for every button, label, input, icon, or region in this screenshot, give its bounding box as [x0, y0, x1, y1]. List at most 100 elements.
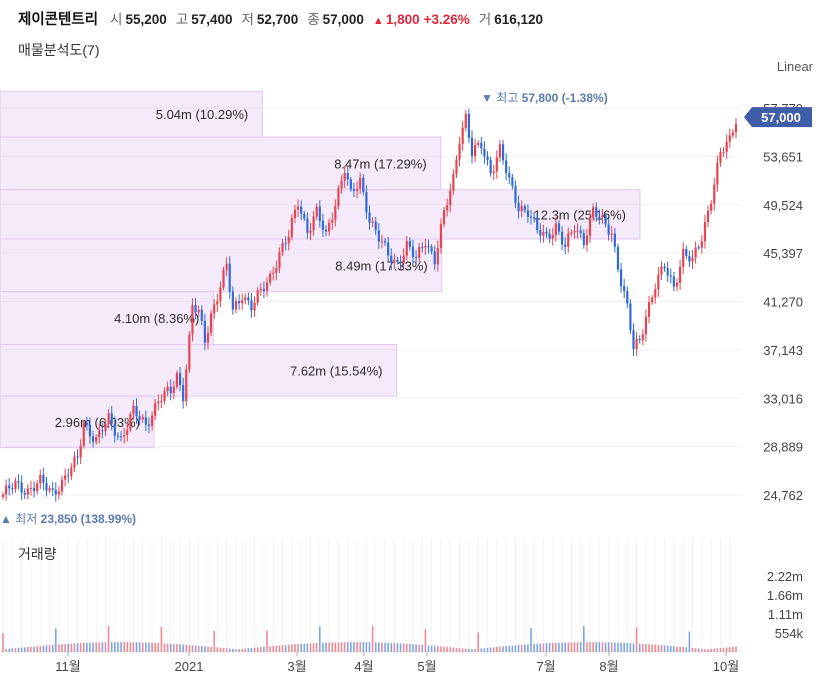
volume-bar	[669, 645, 672, 652]
candle-body	[284, 243, 287, 245]
volume-bar	[278, 645, 281, 652]
volume-bar	[673, 646, 675, 652]
volume-bar	[437, 646, 439, 652]
candle-body	[700, 241, 703, 248]
candle-body	[685, 248, 688, 256]
scale-mode-toggle[interactable]: Linear	[776, 59, 813, 74]
volume-bar	[89, 642, 91, 652]
candle-body	[29, 487, 33, 489]
volume-bar	[104, 642, 107, 652]
volume-profile-label: 8.49m (17.33%)	[335, 258, 428, 273]
candle-body	[582, 233, 585, 245]
volume-bar	[722, 647, 725, 652]
volume-bar	[185, 644, 188, 652]
candle-body	[734, 123, 738, 133]
candle-body	[629, 303, 632, 331]
candle-body	[598, 216, 601, 218]
volume-bar	[216, 647, 219, 652]
chart-title: 매물분석도(7)	[18, 42, 100, 58]
volume-bar	[570, 642, 573, 652]
candle-body	[610, 233, 613, 235]
volume-bar	[384, 642, 386, 652]
volume-bar	[36, 646, 38, 652]
candle-body	[414, 257, 418, 259]
candle-body	[579, 230, 582, 234]
volume-bar	[573, 642, 576, 652]
candle-body	[132, 405, 135, 415]
candle-body	[73, 456, 76, 468]
volume-bar	[651, 644, 653, 652]
candle-body	[337, 188, 340, 207]
volume-bar	[604, 642, 607, 652]
volume-bar	[228, 648, 231, 652]
candle-body	[269, 273, 272, 283]
volume-bar	[319, 626, 321, 652]
last-price-tag	[744, 107, 812, 128]
stock-name: 제이콘텐트리	[18, 12, 99, 28]
candle-body	[331, 219, 334, 223]
volume-bar	[676, 646, 678, 652]
volume-bar	[11, 648, 14, 652]
y-tick-label: 24,762	[763, 488, 803, 503]
candle-body	[216, 301, 219, 305]
volume-bar	[197, 645, 200, 652]
x-tick-label: 10월	[713, 659, 739, 674]
candle-body	[64, 475, 67, 480]
volume-bar	[685, 647, 688, 652]
y-tick-label: 28,889	[763, 440, 803, 455]
change-value: 1,800	[385, 12, 420, 27]
candle-body	[545, 231, 548, 234]
volume-bar	[576, 642, 579, 652]
volume-bar	[247, 648, 250, 652]
candle-body	[318, 206, 321, 221]
volume-bar	[489, 647, 492, 652]
candle-body	[116, 435, 120, 437]
candle-body	[119, 436, 123, 438]
candle-body	[166, 386, 169, 392]
volume-bar	[592, 642, 594, 652]
volume-bar	[499, 646, 501, 652]
candle-body	[54, 489, 57, 495]
volume-bar	[297, 644, 299, 652]
candle-body	[42, 474, 45, 483]
candle-body	[244, 297, 247, 301]
candle-body	[452, 173, 455, 191]
candle-body	[150, 415, 154, 427]
y-tick-label: 33,016	[763, 391, 803, 406]
candle-body	[296, 206, 300, 210]
volume-bar	[623, 642, 625, 652]
candle-body	[588, 217, 592, 236]
volume-bar	[76, 643, 79, 652]
candle-body	[474, 144, 477, 157]
quote-header: 제이콘텐트리 시 55,200 고 57,400 저 52,700 종 57,0…	[18, 8, 552, 28]
candle-body	[371, 221, 374, 223]
close-value: 57,000	[322, 12, 364, 27]
volume-bar	[443, 646, 445, 652]
volume-bar	[110, 642, 113, 652]
candle-body	[185, 369, 188, 402]
close-label: 종	[307, 12, 320, 27]
candle-body	[433, 251, 436, 265]
volume-bar	[586, 642, 588, 652]
volume-bar	[58, 644, 60, 652]
volume-bar	[135, 642, 138, 652]
volume-bar	[464, 648, 467, 652]
volume-bar	[55, 628, 57, 652]
volume-bar	[334, 642, 337, 652]
volume-bar	[415, 644, 417, 652]
candle-body	[467, 113, 470, 138]
candle-body	[542, 231, 545, 236]
candle-body	[154, 403, 157, 416]
candle-body	[321, 220, 325, 230]
volume-bar	[545, 643, 548, 652]
volume-bar	[589, 642, 591, 652]
candle-body	[501, 144, 505, 161]
volume-tick-label: 1.66m	[767, 588, 803, 603]
volume-bar	[632, 643, 635, 652]
candle-body	[455, 159, 458, 174]
candle-body	[160, 401, 163, 403]
volume-bar	[82, 642, 85, 652]
candle-body	[138, 416, 141, 420]
candle-body	[523, 206, 526, 211]
